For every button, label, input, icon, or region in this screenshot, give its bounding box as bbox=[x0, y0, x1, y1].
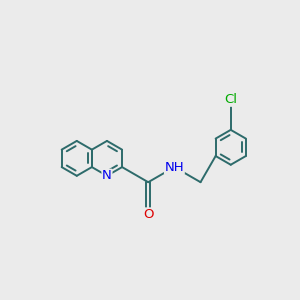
Text: NH: NH bbox=[165, 160, 184, 174]
Text: Cl: Cl bbox=[224, 93, 237, 106]
Text: N: N bbox=[102, 169, 112, 182]
Text: O: O bbox=[143, 208, 154, 221]
